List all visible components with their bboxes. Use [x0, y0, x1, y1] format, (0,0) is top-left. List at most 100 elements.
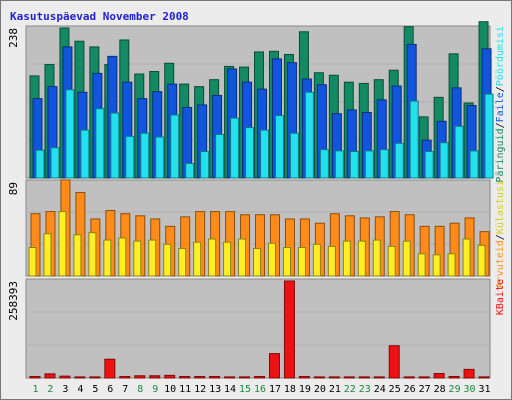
- x-tick-label: 20: [314, 384, 326, 395]
- bar-bot-kbaite-14: [224, 376, 236, 379]
- bar-mid-külastusi-14: [223, 241, 232, 277]
- panel-mid-legend: Arvuteid/Külastusi: [495, 180, 506, 288]
- bar-bot-kbaite-8: [134, 375, 146, 379]
- x-tick-label: 4: [77, 384, 83, 395]
- x-tick-label: 29: [449, 384, 461, 395]
- bar-mid-külastusi-21: [327, 245, 336, 277]
- bar-mid-külastusi-17: [267, 242, 276, 277]
- bar-top-pöördumisi-12: [200, 151, 210, 179]
- bar-mid-külastusi-30: [462, 238, 471, 277]
- legend-entry: /: [495, 86, 506, 92]
- x-tick-label: 24: [374, 384, 386, 395]
- x-tick-label: 5: [92, 384, 98, 395]
- x-tick-label: 30: [464, 384, 476, 395]
- x-tick-label: 14: [224, 384, 236, 395]
- bar-bot-kbaite-6: [104, 358, 116, 379]
- x-tick-label: 27: [419, 384, 431, 395]
- bar-top-pöördumisi-29: [454, 125, 464, 179]
- chart-panels: 238Päringuid/Faile/Pöördumisi89Arvuteid/…: [7, 21, 506, 379]
- bar-mid-külastusi-4: [73, 234, 82, 277]
- bar-mid-külastusi-6: [103, 239, 112, 277]
- bar-mid-külastusi-2: [43, 233, 52, 277]
- bar-bot-kbaite-29: [448, 375, 460, 379]
- x-tick-label: 16: [254, 384, 266, 395]
- bar-bot-kbaite-11: [179, 375, 191, 379]
- panel-bot-background: [25, 278, 491, 379]
- bar-mid-külastusi-23: [357, 240, 366, 277]
- bar-mid-külastusi-27: [417, 253, 426, 277]
- bar-bot-kbaite-4: [74, 376, 86, 379]
- panel-bot-max-label: 258393: [7, 281, 20, 321]
- bar-bot-kbaite-20: [313, 376, 325, 379]
- bar-top-pöördumisi-22: [349, 151, 359, 179]
- bar-mid-külastusi-25: [387, 245, 396, 277]
- bar-top-pöördumisi-30: [469, 150, 479, 179]
- bar-top-pöördumisi-17: [274, 115, 284, 179]
- x-tick-label: 11: [179, 384, 191, 395]
- legend-entry: /: [495, 122, 506, 128]
- x-tick-label: 28: [434, 384, 446, 395]
- bar-top-pöördumisi-21: [334, 150, 344, 179]
- panel-bot-legend: KBaite: [495, 279, 506, 315]
- bar-mid-külastusi-10: [163, 243, 172, 277]
- bar-mid-külastusi-1: [28, 246, 37, 277]
- bar-top-pöördumisi-20: [319, 149, 329, 179]
- bar-mid-külastusi-31: [477, 244, 486, 277]
- bar-bot-kbaite-30: [463, 368, 475, 379]
- bar-top-pöördumisi-3: [65, 89, 75, 179]
- x-tick-label: 19: [299, 384, 311, 395]
- bar-top-pöördumisi-19: [304, 91, 314, 179]
- x-tick-label: 26: [404, 384, 416, 395]
- bar-mid-külastusi-20: [312, 243, 321, 277]
- bar-mid-külastusi-22: [342, 240, 351, 277]
- x-tick-label: 12: [194, 384, 206, 395]
- bar-top-pöördumisi-25: [394, 142, 404, 179]
- x-tick-label: 1: [32, 384, 38, 395]
- bar-bot-kbaite-16: [254, 375, 266, 379]
- legend-entry: /: [495, 234, 506, 240]
- panel-mid-max-label: 89: [7, 182, 20, 195]
- bar-bot-kbaite-28: [433, 372, 445, 379]
- bar-top-pöördumisi-7: [125, 135, 135, 179]
- legend-entry: Faile: [495, 92, 506, 122]
- bar-top-pöördumisi-6: [110, 112, 120, 179]
- x-tick-label: 25: [389, 384, 401, 395]
- bar-top-pöördumisi-13: [215, 134, 225, 179]
- bar-bot-kbaite-3: [59, 375, 71, 379]
- bar-bot-kbaite-22: [343, 376, 355, 379]
- x-tick-label: 31: [478, 384, 490, 395]
- bar-top-pöördumisi-14: [230, 117, 240, 179]
- legend-entry: Päringuid: [495, 128, 506, 182]
- panel-mid: 89 Arvuteid/Külastusi: [7, 179, 506, 288]
- x-tick-label: 23: [359, 384, 371, 395]
- bar-top-pöördumisi-11: [185, 163, 195, 179]
- bar-top-pöördumisi-15: [245, 127, 255, 179]
- bar-top-pöördumisi-31: [484, 93, 494, 179]
- x-tick-label: 10: [164, 384, 176, 395]
- bar-bot-kbaite-7: [119, 375, 131, 379]
- legend-entry: KBaite: [495, 279, 506, 315]
- bar-mid-külastusi-8: [133, 240, 142, 277]
- bar-bot-kbaite-1: [29, 375, 41, 379]
- bar-bot-kbaite-27: [418, 376, 430, 379]
- bar-mid-külastusi-29: [447, 253, 456, 277]
- x-tick-label: 3: [62, 384, 68, 395]
- bar-top-pöördumisi-18: [289, 132, 299, 179]
- bar-bot-kbaite-2: [44, 373, 56, 379]
- x-tick-label: 17: [269, 384, 281, 395]
- bar-mid-külastusi-24: [372, 239, 381, 277]
- bar-bot-kbaite-31: [478, 376, 490, 379]
- bar-top-pöördumisi-26: [409, 100, 419, 179]
- legend-entry: Arvuteid: [495, 240, 506, 288]
- bar-mid-külastusi-3: [58, 211, 67, 277]
- bar-mid-külastusi-7: [118, 237, 127, 277]
- x-tick-label: 18: [284, 384, 296, 395]
- bar-mid-külastusi-15: [238, 238, 247, 277]
- bar-mid-külastusi-26: [402, 240, 411, 277]
- bar-bot-kbaite-5: [89, 376, 101, 379]
- bar-top-pöördumisi-28: [439, 142, 449, 179]
- x-tick-label: 7: [122, 384, 128, 395]
- bar-top-pöördumisi-10: [170, 114, 180, 179]
